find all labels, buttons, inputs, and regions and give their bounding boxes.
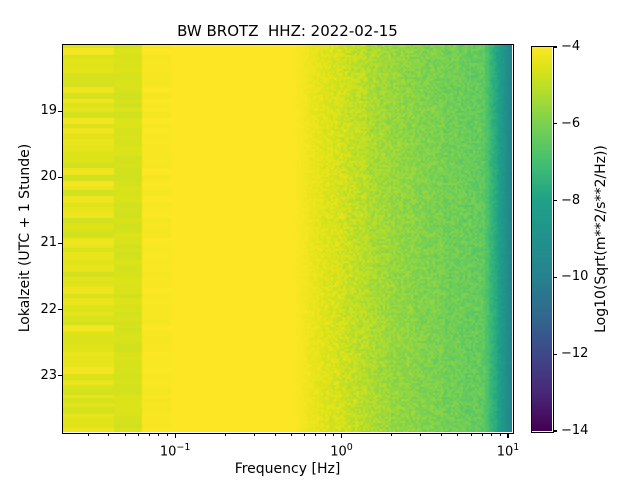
x-minor-tick [324, 433, 326, 436]
x-minor-tick [481, 433, 483, 436]
spectrogram-heatmap [63, 45, 512, 432]
x-minor-tick [304, 433, 306, 436]
y-tick-label: 19 [40, 103, 57, 119]
x-major-tick [507, 433, 509, 438]
x-tick-label: 101 [496, 442, 520, 460]
x-major-tick [340, 433, 343, 438]
x-minor-tick [333, 433, 335, 436]
x-minor-tick [158, 433, 160, 436]
x-minor-tick [137, 433, 139, 436]
x-minor-tick [420, 433, 422, 436]
colorbar-tick [553, 276, 557, 278]
y-axis-label: Lokalzeit (UTC + 1 Stunde) [17, 143, 33, 333]
colorbar-tick [553, 123, 557, 125]
colorbar-label: Log10(Sqrt(m**2/s**2/Hz)) [593, 145, 609, 333]
x-minor-tick [499, 433, 501, 436]
colorbar-tick [553, 46, 557, 48]
x-minor-tick [315, 433, 317, 436]
colorbar-tick [553, 430, 557, 432]
x-minor-tick [224, 433, 226, 436]
colorbar-tick [553, 200, 557, 202]
colorbar-gradient [532, 47, 552, 431]
x-minor-tick [441, 433, 443, 436]
x-axis-label: Frequency [Hz] [234, 461, 341, 477]
colorbar-tick-label: −12 [561, 346, 589, 362]
y-tick [58, 375, 63, 377]
x-minor-tick [470, 433, 472, 436]
x-minor-tick [148, 433, 150, 436]
y-tick-label: 21 [40, 235, 57, 251]
x-minor-tick [87, 433, 89, 436]
x-tick-label: 100 [330, 442, 353, 460]
x-tick-label: 10−1 [159, 442, 191, 460]
x-minor-tick [254, 433, 256, 436]
y-tick-label: 22 [40, 301, 57, 317]
x-minor-tick [290, 433, 292, 436]
x-minor-tick [491, 433, 493, 436]
x-minor-tick [274, 433, 276, 436]
y-tick-label: 20 [40, 169, 57, 185]
x-minor-tick [167, 433, 168, 436]
x-minor-tick [108, 433, 110, 436]
colorbar-tick-label: −14 [561, 423, 589, 438]
plot-title: BW BROTZ HHZ: 2022-02-15 [177, 22, 398, 40]
x-major-tick [174, 433, 176, 438]
y-tick-label: 23 [40, 367, 57, 383]
y-tick [58, 176, 63, 178]
colorbar-tick-label: −10 [561, 269, 589, 285]
x-minor-tick [124, 433, 126, 436]
y-tick [58, 242, 63, 245]
x-minor-tick [391, 433, 393, 436]
x-minor-tick [457, 433, 459, 436]
colorbar-tick-label: −4 [561, 39, 581, 54]
colorbar-tick-label: −8 [561, 192, 581, 208]
colorbar-tick [553, 353, 557, 355]
y-tick [58, 309, 63, 311]
colorbar-tick-label: −6 [561, 115, 581, 131]
y-tick [58, 110, 63, 112]
